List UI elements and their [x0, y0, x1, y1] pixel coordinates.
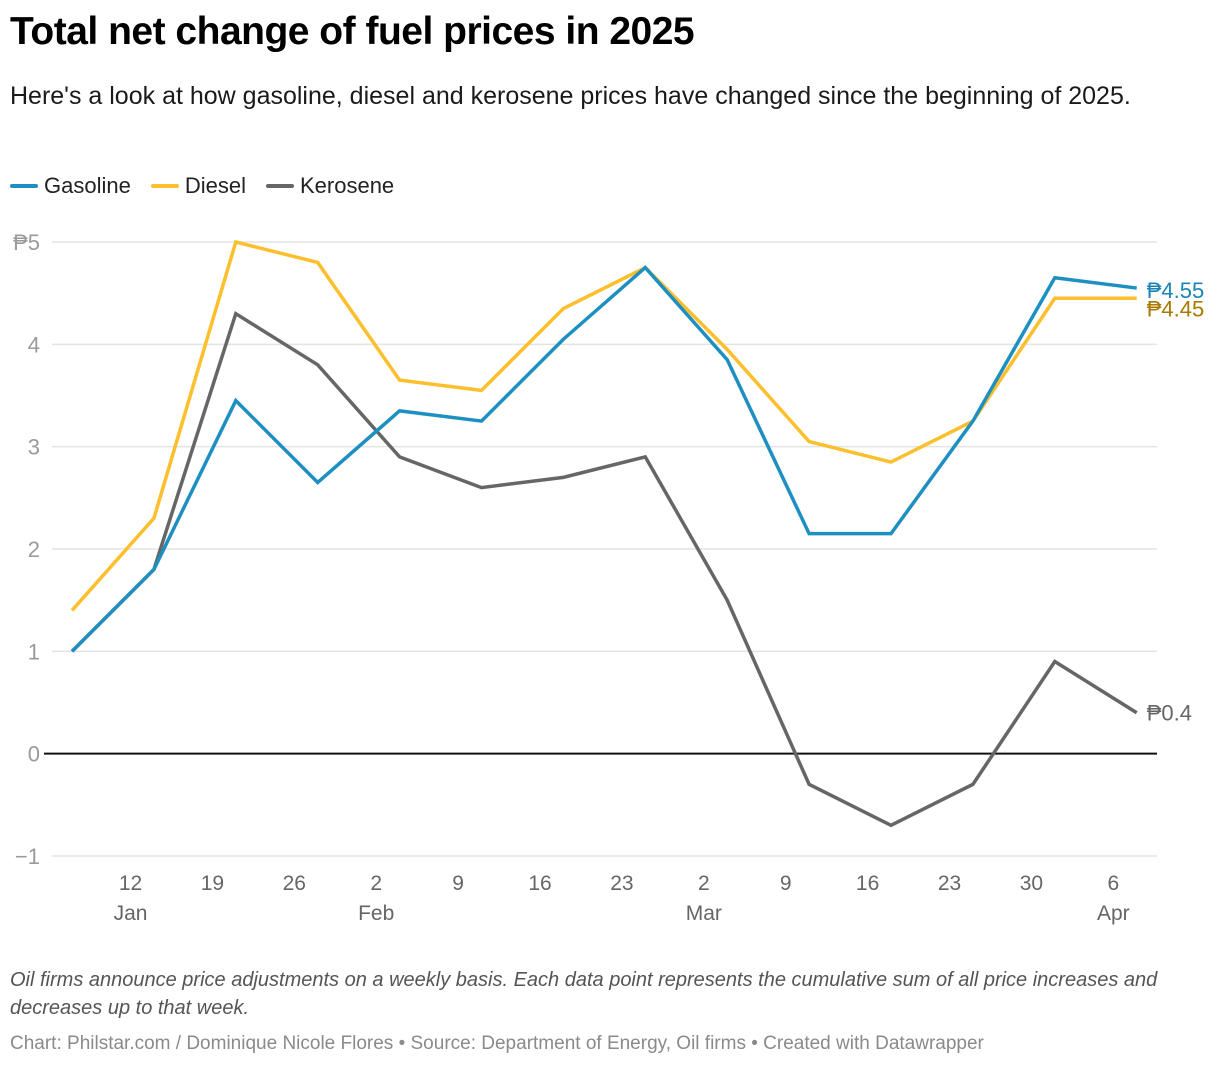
- x-tick-label: 16: [528, 872, 551, 895]
- x-tick-label: 23: [610, 872, 633, 895]
- end-label-diesel: ₱4.45: [1147, 296, 1205, 321]
- y-tick-label: ₱5: [13, 230, 40, 255]
- x-tick-label: 9: [780, 872, 792, 895]
- chart-byline: Chart: Philstar.com / Dominique Nicole F…: [10, 1033, 984, 1054]
- series-line-diesel: [70, 239, 1137, 612]
- legend-swatch-diesel: [150, 184, 179, 188]
- chart-notes: Oil firms announce price adjustments on …: [10, 969, 1158, 1019]
- series-line-gasoline: [70, 265, 1137, 653]
- x-tick-label: 16: [856, 872, 879, 895]
- legend-item-kerosene: Kerosene: [265, 173, 395, 199]
- y-tick-label: 0: [28, 742, 40, 767]
- legend-swatch-kerosene: [265, 184, 294, 188]
- x-tick-month-label: Apr: [1097, 902, 1130, 925]
- series-lines: [70, 239, 1138, 828]
- legend-label-kerosene: Kerosene: [299, 173, 395, 198]
- y-tick-label: −1: [15, 844, 40, 869]
- y-tick-label: 4: [28, 332, 40, 357]
- x-tick-month-label: Feb: [358, 902, 394, 925]
- x-tick-month-label: Jan: [114, 902, 148, 925]
- y-tick-label: 1: [28, 639, 40, 664]
- end-label-kerosene: ₱0.4: [1147, 701, 1192, 726]
- chart-subtitle: Here's a look at how gasoline, diesel an…: [10, 82, 1131, 110]
- x-tick-label: 2: [698, 872, 710, 895]
- x-tick-label: 9: [452, 872, 464, 895]
- x-tick-label: 26: [283, 872, 306, 895]
- legend-swatch-gasoline: [10, 184, 38, 188]
- x-tick-label: 12: [119, 872, 142, 895]
- chart-title: Total net change of fuel prices in 2025: [10, 10, 695, 53]
- y-axis-ticks: ₱5 4 3 2 1 0 −1: [13, 230, 40, 869]
- y-tick-label: 2: [28, 537, 40, 562]
- line-chart: ₱5 4 3 2 1 0 −1 12 Jan 19 26 2 Feb 9 16 23 2 Mar 9 16 23 30 6…: [13, 230, 1205, 925]
- y-tick-label: 3: [28, 435, 40, 460]
- x-tick-month-label: Mar: [686, 902, 722, 925]
- x-axis-ticks: 12 Jan 19 26 2 Feb 9 16 23 2 Mar 9 16 23 30 6 Apr: [114, 872, 1130, 925]
- end-label-gasoline: ₱4.55: [1147, 278, 1205, 303]
- legend-item-diesel: Diesel: [150, 173, 246, 199]
- legend-label-gasoline: Gasoline: [44, 173, 131, 198]
- gridlines: [44, 241, 1157, 857]
- legend: Gasoline Diesel Kerosene: [10, 173, 394, 199]
- legend-item-gasoline: Gasoline: [10, 173, 131, 199]
- x-tick-label: 19: [201, 872, 224, 895]
- end-labels: ₱4.55₱4.45 ₱0.4: [1147, 278, 1205, 726]
- x-tick-label: 2: [370, 872, 382, 895]
- x-tick-label: 6: [1107, 872, 1119, 895]
- x-tick-label: 30: [1020, 872, 1043, 895]
- legend-label-diesel: Diesel: [184, 173, 246, 198]
- x-tick-label: 23: [938, 872, 961, 895]
- series-line-kerosene: [70, 310, 1138, 828]
